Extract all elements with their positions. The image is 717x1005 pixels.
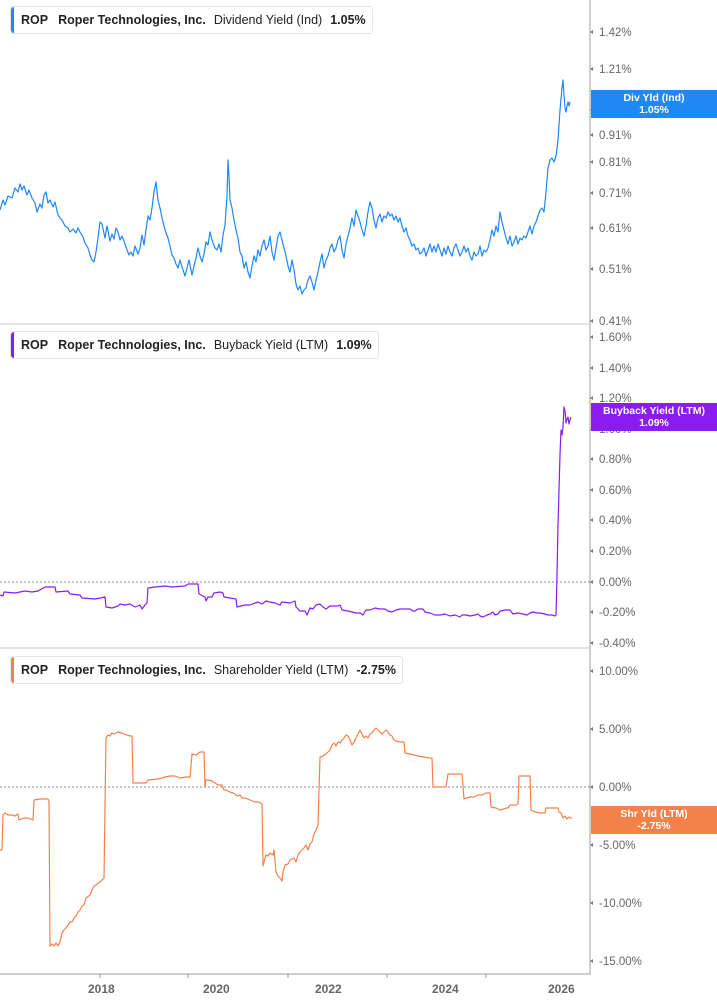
y-tick-label: 0.41% [599, 316, 632, 325]
x-tick-label: 2022 [315, 982, 342, 996]
badge-label: Div Yld (Ind) [623, 92, 685, 104]
y-tick-label: -5.00% [599, 840, 635, 852]
y-tick-label: 0.91% [599, 130, 632, 142]
legend-value: -2.75% [356, 663, 396, 677]
buyback-yield-legend[interactable]: ROP Roper Technologies, Inc. Buyback Yie… [10, 331, 379, 359]
y-tick-label: 1.21% [599, 64, 632, 76]
series-color-bar [11, 7, 14, 33]
buyback-yield-plot[interactable]: 1.60% 1.40% 1.20% 1.00% 0.80% 0.60% 0.40… [0, 325, 717, 650]
legend-company: Roper Technologies, Inc. [58, 338, 206, 352]
y-tick-label: 10.00% [599, 666, 638, 678]
legend-metric: Shareholder Yield (LTM) [213, 663, 349, 677]
y-tick-label: 1.20% [599, 393, 632, 405]
x-tick-label: 2018 [88, 982, 115, 996]
badge-label: Shr Yld (LTM) [620, 808, 688, 820]
y-tick-label: 0.20% [599, 546, 632, 558]
y-tick-label: -10.00% [599, 898, 642, 910]
shareholder-yield-plot[interactable]: 10.00% 5.00% 0.00% -5.00% -10.00% -15.00… [0, 650, 717, 1005]
y-tick-label: 0.51% [599, 264, 632, 276]
y-tick-label: -0.40% [599, 638, 635, 650]
series-color-bar [11, 657, 14, 683]
legend-metric: Dividend Yield (Ind) [213, 13, 323, 27]
y-tick-label: 5.00% [599, 724, 632, 736]
legend-company: Roper Technologies, Inc. [58, 13, 206, 27]
badge-value: -2.75% [637, 820, 671, 832]
buyback-yield-badge: Buyback Yield (LTM) 1.09% [591, 403, 717, 431]
shareholder-yield-line [0, 727, 573, 947]
y-tick-label: 0.71% [599, 188, 632, 200]
y-tick-label: 0.80% [599, 454, 632, 466]
y-tick-label: 0.81% [599, 157, 632, 169]
dividend-yield-legend[interactable]: ROP Roper Technologies, Inc. Dividend Yi… [10, 6, 373, 34]
badge-label: Buyback Yield (LTM) [603, 405, 705, 417]
y-tick-label: 0.00% [599, 782, 632, 794]
legend-ticker: ROP [21, 338, 49, 352]
dividend-yield-panel: ROP Roper Technologies, Inc. Dividend Yi… [0, 0, 717, 325]
y-tick-label: 0.61% [599, 223, 632, 235]
shareholder-yield-panel: ROP Roper Technologies, Inc. Shareholder… [0, 650, 717, 1005]
legend-metric: Buyback Yield (LTM) [213, 338, 329, 352]
buyback-yield-line [0, 406, 572, 618]
dividend-yield-plot[interactable]: 1.42% 1.21% 1.00% 0.91% 0.81% 0.71% 0.61… [0, 0, 717, 325]
y-tick-label: 0.60% [599, 485, 632, 497]
dividend-yield-badge: Div Yld (Ind) 1.05% [591, 90, 717, 118]
legend-ticker: ROP [21, 13, 49, 27]
legend-value: 1.09% [336, 338, 372, 352]
legend-company: Roper Technologies, Inc. [58, 663, 206, 677]
x-tick-label: 2020 [203, 982, 230, 996]
y-tick-label: 0.00% [599, 577, 632, 589]
y-tick-label: -0.20% [599, 607, 635, 619]
x-tick-label: 2026 [548, 982, 575, 996]
y-tick-label: 1.40% [599, 363, 632, 375]
badge-value: 1.09% [639, 417, 669, 429]
series-color-bar [11, 332, 14, 358]
y-tick-label: 1.60% [599, 332, 632, 344]
y-tick-label: 1.42% [599, 27, 632, 39]
y-tick-label: 0.40% [599, 515, 632, 527]
shareholder-yield-legend[interactable]: ROP Roper Technologies, Inc. Shareholder… [10, 656, 403, 684]
legend-value: 1.05% [330, 13, 366, 27]
badge-value: 1.05% [639, 104, 669, 116]
dividend-yield-line [0, 79, 571, 295]
x-tick-label: 2024 [432, 982, 459, 996]
y-tick-label: -15.00% [599, 956, 642, 968]
legend-ticker: ROP [21, 663, 49, 677]
shareholder-yield-badge: Shr Yld (LTM) -2.75% [591, 806, 717, 834]
buyback-yield-panel: ROP Roper Technologies, Inc. Buyback Yie… [0, 325, 717, 650]
